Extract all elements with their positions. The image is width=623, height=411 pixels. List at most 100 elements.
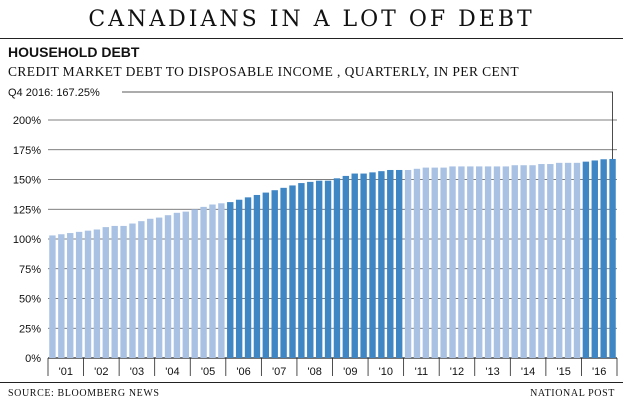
bar xyxy=(235,199,243,358)
x-tick-label: '07 xyxy=(272,366,286,378)
bar xyxy=(538,164,545,358)
y-tick-label: 200% xyxy=(13,115,41,127)
bar xyxy=(404,169,412,358)
bar xyxy=(564,162,572,358)
bar xyxy=(164,215,172,358)
annotation-leader-line xyxy=(122,91,613,159)
chart-title: HOUSEHOLD DEBT xyxy=(8,44,140,60)
y-tick-label: 25% xyxy=(19,323,41,335)
bar xyxy=(511,165,518,358)
annotation-label: Q4 2016: 167.25% xyxy=(8,87,100,99)
bar xyxy=(138,221,145,358)
y-axis: 0% 25% 50% 75% 100% 125% 150% 175% 200% xyxy=(13,115,41,365)
bar xyxy=(467,166,474,358)
bar xyxy=(271,190,278,358)
bar xyxy=(67,233,74,358)
x-tick-label: '12 xyxy=(450,366,464,378)
bar xyxy=(244,197,252,358)
bottom-rule xyxy=(0,382,623,383)
x-tick-label: '03 xyxy=(130,366,144,378)
bar xyxy=(102,227,109,358)
bar xyxy=(582,161,590,358)
x-tick-label: '08 xyxy=(308,366,322,378)
bar xyxy=(298,183,305,358)
banner-title: CANADIANS IN A LOT OF DEBT xyxy=(88,6,535,32)
bar xyxy=(155,217,163,358)
bar xyxy=(360,173,367,358)
bar xyxy=(387,169,394,358)
x-tick-label: '11 xyxy=(415,366,429,378)
bar xyxy=(556,162,563,358)
bar xyxy=(75,231,83,358)
top-rule xyxy=(0,38,623,39)
x-tick-label: '10 xyxy=(379,366,393,378)
bar xyxy=(58,234,65,358)
bar xyxy=(209,204,216,358)
x-tick-label: '05 xyxy=(201,366,215,378)
bar xyxy=(324,180,332,358)
bar xyxy=(191,209,198,358)
y-tick-label: 0% xyxy=(25,353,41,365)
bar xyxy=(84,230,92,358)
bar xyxy=(378,171,385,358)
x-tick-label: '02 xyxy=(94,366,108,378)
bar xyxy=(218,203,225,358)
x-tick-label: '14 xyxy=(521,366,535,378)
bar xyxy=(493,166,501,358)
bar xyxy=(173,212,181,358)
bar xyxy=(609,158,616,358)
bar xyxy=(458,166,465,358)
bar xyxy=(591,160,598,358)
bar xyxy=(262,192,270,358)
bar xyxy=(307,181,314,358)
bar-series xyxy=(49,158,616,358)
bar xyxy=(413,168,421,358)
bar xyxy=(484,166,492,358)
x-tick-label: '04 xyxy=(165,366,179,378)
bar xyxy=(49,235,56,358)
y-tick-label: 75% xyxy=(19,264,41,276)
bar xyxy=(449,166,456,358)
bar xyxy=(227,202,234,358)
x-tick-label: '16 xyxy=(592,366,606,378)
x-tick-label: '01 xyxy=(59,366,73,378)
bar xyxy=(529,165,536,358)
bar xyxy=(333,178,341,358)
y-tick-label: 125% xyxy=(13,204,41,216)
bar xyxy=(351,173,358,358)
bar xyxy=(547,164,554,358)
y-tick-label: 50% xyxy=(19,294,41,306)
x-tick-label: '09 xyxy=(343,366,357,378)
x-axis: '01 '02 '03 '04 '05 '06 '07 '08 '09 '10 '11 '12 '13 '… xyxy=(47,358,618,378)
bar xyxy=(93,229,101,358)
bar xyxy=(395,169,403,358)
x-tick-label: '06 xyxy=(236,366,250,378)
bar xyxy=(573,162,581,358)
y-tick-label: 175% xyxy=(13,145,41,157)
bar xyxy=(502,166,510,358)
credit-note: NATIONAL POST xyxy=(530,388,615,399)
y-tick-label: 150% xyxy=(13,175,41,187)
bar xyxy=(369,172,376,358)
bar xyxy=(182,211,190,358)
y-tick-label: 100% xyxy=(13,234,41,246)
chart-subtitle: CREDIT MARKET DEBT TO DISPOSABLE INCOME … xyxy=(8,64,519,79)
bar xyxy=(475,166,483,358)
bar xyxy=(440,167,447,358)
bar xyxy=(253,194,261,358)
bar xyxy=(120,225,127,358)
bar xyxy=(315,180,323,358)
bar xyxy=(600,159,607,358)
bar xyxy=(280,187,287,358)
bar xyxy=(111,225,118,358)
x-tick-label: '13 xyxy=(485,366,499,378)
bar xyxy=(342,175,350,358)
annotation: Q4 2016: 167.25% xyxy=(8,87,613,159)
bar xyxy=(129,223,136,358)
bar xyxy=(520,165,527,358)
bar xyxy=(422,167,430,358)
bar xyxy=(200,206,207,358)
source-note: SOURCE: BLOOMBERG NEWS xyxy=(8,388,160,399)
bar xyxy=(147,218,154,358)
